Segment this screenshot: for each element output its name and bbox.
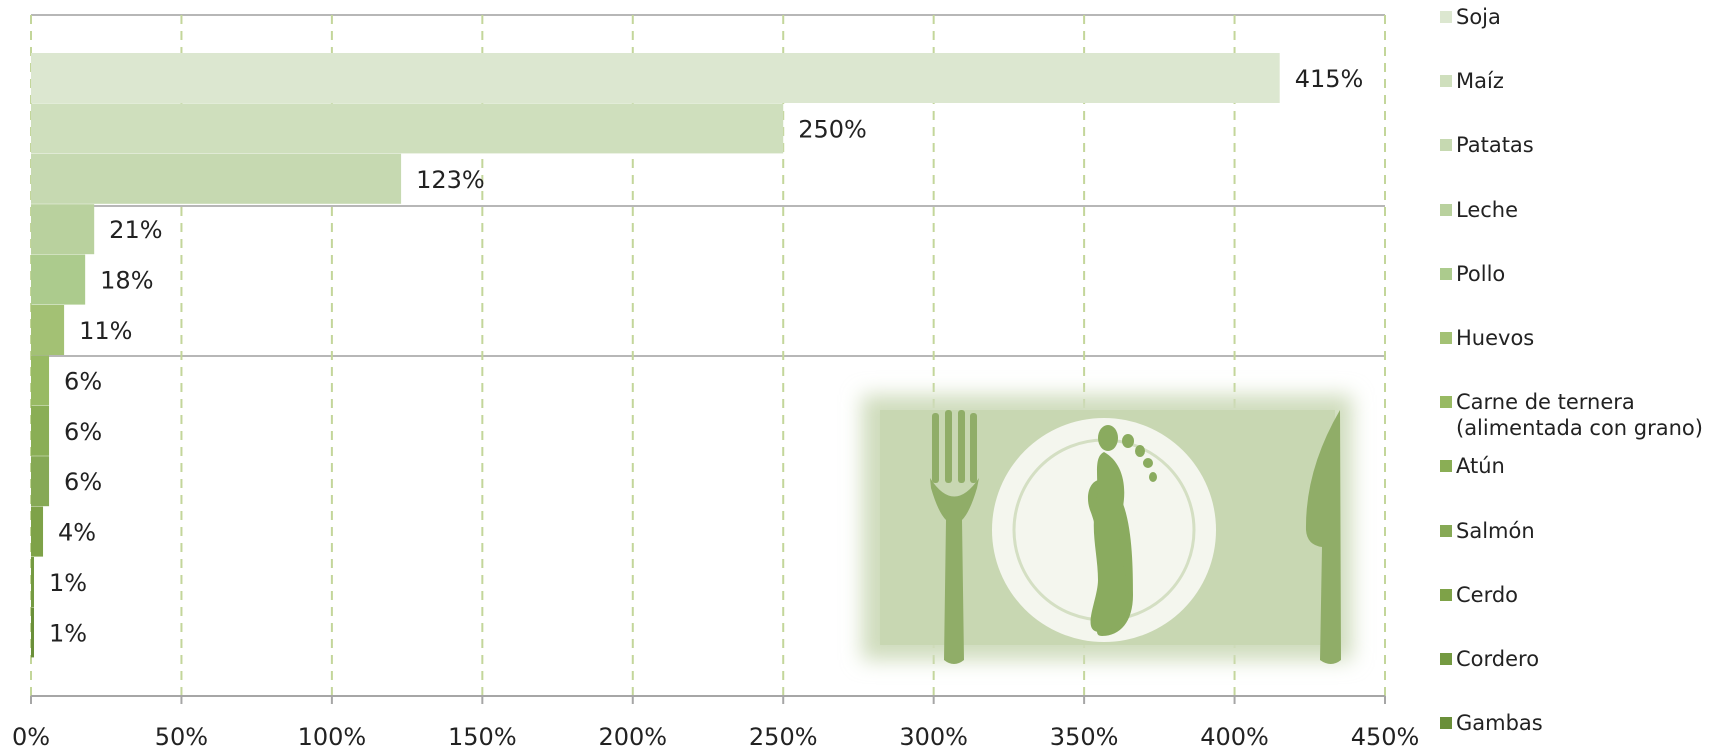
legend-label: Atún — [1456, 454, 1505, 479]
legend-swatch — [1440, 717, 1452, 730]
x-tick-label: 250% — [749, 723, 818, 750]
legend-swatch — [1440, 267, 1452, 280]
x-tick-label: 50% — [155, 723, 208, 750]
plot-frame — [31, 14, 1385, 357]
legend-swatch — [1440, 75, 1452, 88]
legend-swatch — [1440, 524, 1452, 537]
legend-item: Cerdo — [1440, 582, 1518, 608]
data-label: 415% — [1295, 65, 1364, 93]
legend-swatch — [1440, 139, 1452, 152]
data-label: 250% — [798, 115, 867, 143]
data-label: 18% — [100, 267, 153, 295]
data-label: 4% — [58, 519, 96, 547]
bar — [31, 103, 784, 154]
data-label: 1% — [49, 619, 87, 647]
legend-label: Gambas — [1456, 711, 1543, 736]
legend-label: Cordero — [1456, 647, 1540, 671]
legend-label: Soja — [1456, 5, 1501, 29]
bars — [31, 53, 1280, 658]
x-tick-label: 300% — [899, 723, 968, 750]
legend-item: Huevos — [1440, 325, 1534, 351]
x-axis: 0% 50% 100% 150% 200% 250% 300% 350% 400% 450% — [12, 695, 1420, 750]
legend-swatch — [1440, 332, 1452, 344]
bar — [31, 607, 35, 658]
legend-item: Leche — [1440, 197, 1518, 223]
legend-label: Maíz — [1456, 69, 1504, 94]
data-label: 123% — [416, 166, 485, 194]
legend-item: Atún — [1440, 453, 1505, 479]
legend-item: Carne de ternera (alimentada con grano) — [1440, 389, 1703, 441]
bar — [31, 506, 44, 557]
bar — [31, 355, 50, 406]
legend-label: Leche — [1456, 197, 1519, 222]
data-label: 6% — [64, 367, 102, 395]
bar — [31, 405, 50, 456]
fork-icon — [930, 410, 979, 664]
legend-item: Pollo — [1440, 261, 1505, 287]
bar — [31, 254, 86, 305]
bar — [31, 53, 1280, 103]
legend-item: Maíz — [1440, 68, 1504, 94]
plate-footprint-illustration — [862, 395, 1352, 664]
x-tick-label: 350% — [1050, 723, 1119, 750]
bar — [31, 153, 402, 204]
legend-label: Huevos — [1456, 326, 1535, 350]
bar — [31, 204, 95, 255]
legend-item: Cordero — [1440, 646, 1539, 672]
x-tick-label: 100% — [298, 723, 367, 750]
x-tick-label: 450% — [1351, 723, 1420, 750]
legend-swatch — [1440, 653, 1452, 665]
legend-swatch — [1440, 460, 1452, 473]
data-label: 6% — [64, 418, 102, 446]
data-label: 1% — [49, 569, 87, 597]
legend-item: Gambas — [1440, 710, 1543, 736]
footprint-icon — [1087, 425, 1157, 636]
x-tick-label: 150% — [448, 723, 517, 750]
knife-icon — [1305, 410, 1341, 664]
legend-label: Pollo — [1456, 261, 1506, 286]
bar — [31, 456, 50, 507]
legend-swatch — [1440, 396, 1452, 409]
legend-label: Carne de ternera (alimentada con grano) — [1456, 390, 1703, 441]
legend-item: Patatas — [1440, 132, 1534, 158]
legend-label: Cerdo — [1456, 582, 1519, 607]
data-label: 11% — [79, 317, 132, 345]
bar — [31, 557, 35, 607]
data-label: 21% — [109, 216, 162, 244]
legend-item: Salmón — [1440, 518, 1535, 544]
legend-label: Patatas — [1456, 133, 1534, 158]
legend-item: Soja — [1440, 4, 1501, 30]
x-tick-label: 400% — [1200, 723, 1269, 750]
x-tick-label: 0% — [12, 723, 50, 750]
legend-swatch — [1440, 588, 1452, 601]
x-tick-label: 200% — [598, 723, 667, 750]
bar — [31, 305, 65, 355]
legend-swatch — [1440, 11, 1452, 23]
legend-swatch — [1440, 203, 1452, 216]
data-labels: 415% 250% 123% 21% 18% 11% 6% 6% 6% 4% 1% 1% — [49, 65, 1363, 647]
legend-label: Salmón — [1456, 518, 1535, 543]
data-label: 6% — [64, 468, 102, 496]
